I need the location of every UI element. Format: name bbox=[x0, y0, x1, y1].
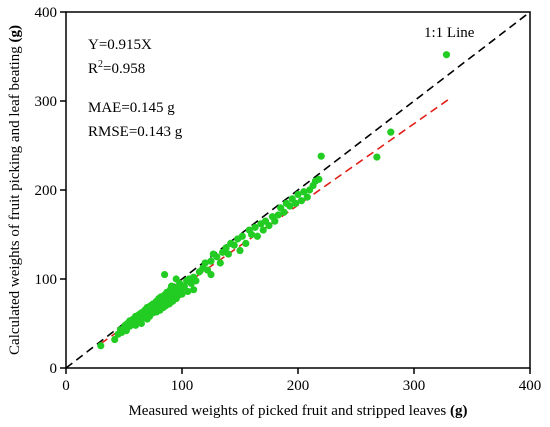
data-point bbox=[253, 232, 261, 240]
data-point bbox=[303, 193, 311, 201]
data-point bbox=[201, 259, 209, 267]
data-point bbox=[111, 335, 119, 344]
data-point bbox=[265, 222, 273, 230]
data-point bbox=[238, 232, 246, 240]
data-point bbox=[172, 275, 180, 283]
y-tick-label: 0 bbox=[50, 361, 58, 377]
data-point bbox=[280, 208, 288, 216]
data-point bbox=[192, 277, 200, 285]
x-tick-label: 100 bbox=[171, 378, 194, 394]
data-point bbox=[271, 217, 279, 225]
data-point bbox=[442, 51, 451, 59]
data-point bbox=[137, 319, 145, 328]
data-point bbox=[207, 270, 215, 279]
data-point bbox=[190, 286, 198, 294]
data-point bbox=[242, 239, 250, 247]
equation-label: Y=0.915X bbox=[88, 37, 152, 53]
x-tick-label: 300 bbox=[403, 378, 426, 394]
data-point bbox=[224, 250, 232, 258]
y-tick-label: 300 bbox=[35, 94, 58, 110]
data-point bbox=[387, 128, 395, 136]
y-tick-label: 100 bbox=[35, 272, 58, 288]
data-points bbox=[97, 51, 451, 350]
data-point bbox=[184, 287, 192, 296]
rmse-label: RMSE=0.143 g bbox=[88, 124, 183, 140]
data-point bbox=[297, 197, 306, 205]
data-point bbox=[132, 321, 140, 329]
data-point bbox=[300, 188, 308, 196]
y-axis-title: Calculated weights of fruit picking and … bbox=[7, 25, 23, 355]
data-point bbox=[373, 153, 381, 161]
data-point bbox=[274, 211, 282, 219]
data-point bbox=[178, 290, 186, 298]
data-point bbox=[248, 230, 256, 239]
data-point bbox=[317, 152, 325, 160]
mae-label: MAE=0.145 g bbox=[88, 100, 175, 116]
x-tick-label: 0 bbox=[62, 378, 70, 394]
r-squared-label: R2=0.958 bbox=[88, 59, 145, 77]
data-point bbox=[207, 257, 215, 265]
data-point bbox=[294, 190, 302, 199]
data-point bbox=[251, 223, 259, 231]
data-point bbox=[259, 226, 267, 234]
data-point bbox=[315, 175, 323, 183]
data-point bbox=[236, 246, 244, 255]
x-tick-label: 400 bbox=[519, 378, 542, 394]
data-point bbox=[230, 241, 238, 249]
y-tick-label: 200 bbox=[35, 183, 58, 199]
data-point bbox=[213, 253, 221, 261]
axis-ticks: 0 100 200 300 400 0 100 200 300 400 bbox=[35, 5, 542, 394]
y-tick-label: 400 bbox=[35, 5, 58, 21]
data-point bbox=[286, 202, 294, 210]
data-point bbox=[222, 244, 230, 252]
data-point bbox=[292, 199, 300, 207]
data-point bbox=[216, 259, 224, 267]
x-tick-label: 200 bbox=[287, 378, 310, 394]
x-axis-title: Measured weights of picked fruit and str… bbox=[128, 403, 467, 419]
data-point bbox=[97, 342, 105, 350]
data-point bbox=[161, 270, 169, 279]
one-to-one-line-label: 1:1 Line bbox=[424, 25, 475, 41]
